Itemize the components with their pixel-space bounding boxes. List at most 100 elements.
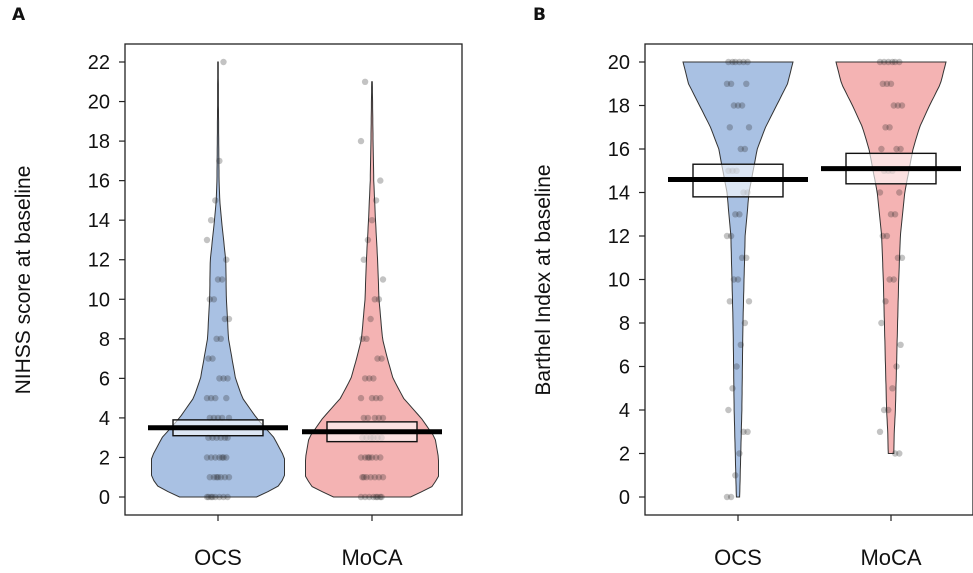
- data-point-ocs: [223, 394, 230, 402]
- data-point-ocs: [212, 493, 219, 501]
- violin-moca: [835, 61, 947, 454]
- data-point-ocs: [220, 493, 227, 501]
- data-point-moca: [880, 58, 888, 66]
- data-point-moca: [359, 335, 366, 342]
- data-point-ocs: [213, 335, 220, 342]
- data-point-ocs: [727, 493, 735, 501]
- data-point-moca: [357, 493, 365, 501]
- data-point-ocs: [745, 124, 753, 131]
- data-point-ocs: [212, 394, 219, 402]
- y-tick-label: 18: [88, 131, 110, 153]
- y-tick-label: 0: [99, 487, 110, 509]
- panel-a-chart: 0 2 4 6 8 10 12 14 16 18 20 22 NIHSS score at baseli…: [12, 43, 463, 570]
- y-tick-label: 12: [608, 226, 630, 248]
- data-point-moca: [378, 355, 385, 362]
- data-point-ocs: [734, 276, 742, 283]
- data-point-ocs: [216, 493, 223, 501]
- data-point-ocs: [737, 145, 744, 153]
- data-point-moca: [370, 375, 377, 382]
- data-point-moca: [896, 189, 903, 196]
- data-point-moca: [360, 256, 367, 263]
- y-axis-title: NIHSS score at baseline: [12, 166, 35, 395]
- data-point-ocs: [207, 217, 215, 224]
- data-point-moca: [377, 394, 384, 402]
- data-point-ocs: [726, 124, 733, 131]
- data-point-moca: [897, 341, 904, 348]
- data-point-moca: [364, 454, 372, 461]
- data-point-ocs: [725, 58, 732, 66]
- data-point-moca: [377, 454, 384, 461]
- plot-frame: [124, 43, 463, 516]
- data-point-ocs: [743, 80, 750, 88]
- data-point-ocs: [732, 472, 739, 479]
- data-point-ocs: [217, 335, 224, 342]
- data-point-ocs: [744, 58, 751, 66]
- data-point-ocs: [209, 493, 216, 501]
- data-point-moca: [368, 454, 376, 461]
- data-point-moca: [883, 80, 891, 88]
- data-point-moca: [886, 276, 893, 283]
- x-category-label-moca: MoCA: [860, 545, 921, 570]
- data-point-ocs: [736, 450, 743, 457]
- y-tick-label: 4: [99, 408, 110, 430]
- data-point-ocs: [727, 232, 735, 240]
- data-point-ocs: [216, 375, 223, 382]
- data-point-ocs: [726, 298, 733, 305]
- data-point-moca: [891, 450, 899, 457]
- data-point-moca: [878, 145, 885, 153]
- data-point-moca: [882, 124, 889, 131]
- data-point-moca: [372, 493, 380, 501]
- data-point-moca: [886, 124, 893, 131]
- data-point-moca: [367, 315, 374, 323]
- data-point-moca: [876, 58, 884, 66]
- data-point-moca: [896, 450, 903, 457]
- data-point-ocs: [223, 256, 230, 263]
- y-tick-label: 20: [608, 52, 630, 74]
- data-point-ocs: [736, 211, 743, 218]
- y-tick-label: 22: [88, 52, 110, 74]
- data-point-moca: [366, 493, 373, 501]
- data-point-moca: [368, 394, 376, 402]
- data-point-ocs: [214, 474, 222, 481]
- data-point-ocs: [736, 58, 743, 66]
- data-point-moca: [374, 493, 381, 501]
- data-point-ocs: [745, 298, 753, 305]
- panel-letter-b: B: [533, 5, 546, 25]
- x-category-label-moca: MoCA: [341, 545, 402, 570]
- data-point-ocs: [203, 454, 211, 461]
- data-point-moca: [371, 414, 378, 422]
- panel-b-chart: 0 2 4 6 8 10 12 14 16 18 20 Barthel Index at baseli…: [532, 43, 973, 570]
- y-tick-label: 2: [99, 447, 110, 469]
- data-point-moca: [891, 211, 899, 218]
- data-point-ocs: [741, 145, 749, 153]
- data-point-moca: [366, 375, 373, 382]
- data-point-ocs: [205, 355, 212, 362]
- x-category-label-ocs: OCS: [194, 545, 242, 570]
- y-tick-label: 6: [619, 357, 630, 379]
- data-point-moca: [896, 58, 903, 66]
- data-point-ocs: [743, 254, 750, 261]
- data-point-ocs: [209, 355, 216, 362]
- data-point-ocs: [220, 58, 227, 66]
- data-point-moca: [882, 298, 889, 305]
- data-point-moca: [876, 428, 884, 435]
- data-point-ocs: [223, 454, 230, 461]
- data-point-moca: [890, 276, 897, 283]
- y-tick-label: 6: [99, 368, 110, 390]
- data-point-moca: [876, 189, 884, 196]
- data-point-ocs: [730, 276, 738, 283]
- data-point-moca: [372, 454, 380, 461]
- data-point-ocs: [734, 102, 742, 109]
- data-point-moca: [898, 102, 906, 109]
- data-point-ocs: [733, 363, 740, 370]
- data-point-ocs: [213, 474, 220, 481]
- data-point-moca: [883, 232, 891, 240]
- data-point-moca: [370, 493, 377, 501]
- y-tick-label: 10: [608, 270, 630, 292]
- data-point-moca: [894, 102, 902, 109]
- data-point-moca: [377, 493, 384, 501]
- data-point-ocs: [221, 315, 229, 323]
- data-point-moca: [377, 177, 384, 184]
- data-point-moca: [897, 145, 904, 153]
